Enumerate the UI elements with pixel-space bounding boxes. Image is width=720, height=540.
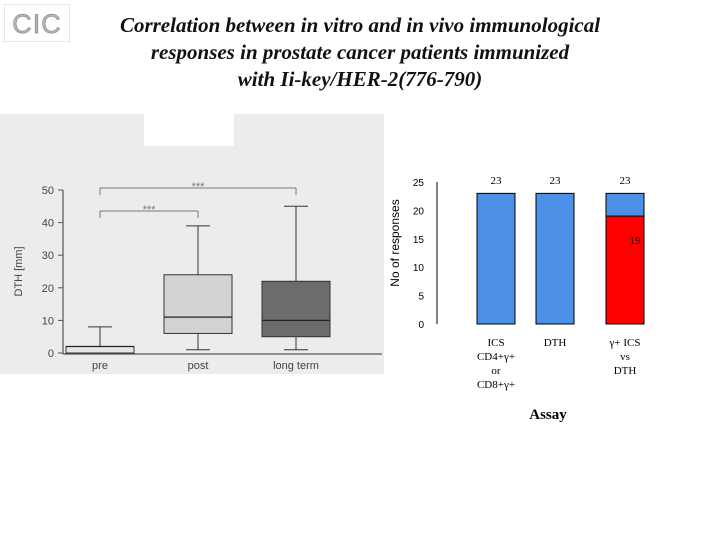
dth-boxplot: 0 10 20 30 40 50 DTH [mm] pre post long term *** **… bbox=[0, 114, 384, 374]
significance-label: *** bbox=[192, 181, 206, 193]
x-axis-label: Assay bbox=[529, 407, 567, 423]
boxplot-top-panel bbox=[144, 114, 234, 146]
bar-total-label: 23 bbox=[550, 175, 562, 187]
x-tick-label: long term bbox=[273, 360, 319, 372]
y-tick-label: 5 bbox=[418, 292, 424, 303]
x-category-label-line: DTH bbox=[544, 337, 567, 349]
x-category-label-line: CD4+γ+ bbox=[477, 351, 515, 363]
x-category-label-line: DTH bbox=[614, 365, 637, 377]
x-category-label-line: or bbox=[491, 365, 501, 377]
y-tick-label: 0 bbox=[48, 348, 54, 360]
bar-0 bbox=[476, 192, 516, 325]
x-category-label-line: ICS bbox=[487, 337, 504, 349]
bar-total-label: 23 bbox=[620, 175, 632, 187]
y-tick-label: 25 bbox=[413, 178, 425, 189]
box-1 bbox=[163, 274, 233, 334]
y-tick-label: 40 bbox=[42, 218, 54, 230]
box-0 bbox=[65, 345, 135, 354]
y-tick-label: 50 bbox=[42, 185, 54, 197]
y-tick-label: 10 bbox=[42, 315, 54, 327]
y-axis-label: DTH [mm] bbox=[13, 246, 25, 296]
x-category-label-line: γ+ ICS bbox=[609, 337, 641, 349]
x-tick-label: pre bbox=[92, 360, 108, 372]
bar-2-red-segment bbox=[605, 215, 645, 325]
y-tick-label: 20 bbox=[42, 283, 54, 295]
title-line-2: responses in prostate cancer patients im… bbox=[150, 40, 570, 64]
y-tick-label: 10 bbox=[413, 263, 425, 274]
x-category-label-line: vs bbox=[620, 351, 630, 363]
significance-label: *** bbox=[143, 204, 157, 216]
logo-text: CIC bbox=[12, 9, 62, 39]
x-tick-label: post bbox=[188, 360, 209, 372]
y-tick-label: 30 bbox=[42, 250, 54, 262]
y-axis-label: No of responses bbox=[388, 199, 402, 286]
y-tick-label: 0 bbox=[418, 320, 424, 331]
box-2 bbox=[261, 280, 331, 338]
bar-red-value-label: 19 bbox=[630, 235, 642, 247]
slide-title: Correlation between in vitro and in vivo… bbox=[80, 12, 640, 93]
title-line-3: with Ii-key/HER-2(776-790) bbox=[237, 67, 483, 91]
responses-bar-chart: 0 5 10 15 20 25 No of responses 23 ICS CD4+γ+ or CD… bbox=[388, 175, 645, 423]
x-category-label-line: CD8+γ+ bbox=[477, 379, 515, 391]
title-line-1: Correlation between in vitro and in vivo… bbox=[119, 13, 601, 37]
y-tick-label: 20 bbox=[413, 206, 425, 217]
y-tick-label: 15 bbox=[413, 235, 425, 246]
bar-1 bbox=[535, 192, 575, 325]
cic-logo: CIC bbox=[4, 4, 70, 42]
bar-total-label: 23 bbox=[491, 175, 503, 187]
